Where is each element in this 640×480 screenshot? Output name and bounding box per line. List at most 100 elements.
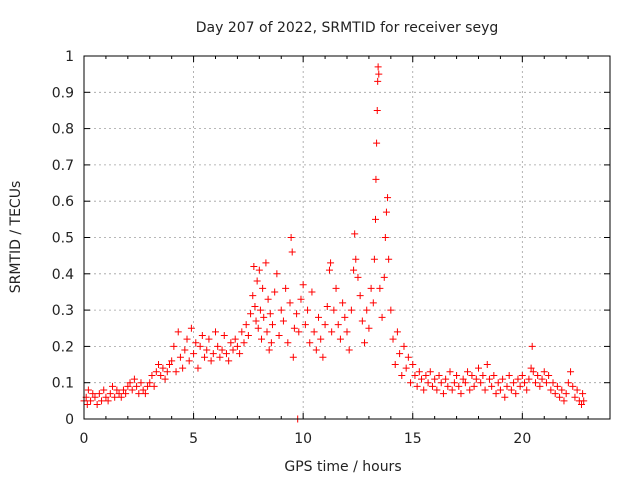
data-point [407,379,415,387]
data-point [252,317,260,325]
data-point [475,364,482,372]
data-point [540,368,548,376]
data-point [453,371,461,379]
data-point [470,382,478,390]
data-point [277,306,285,314]
data-point [374,63,382,71]
data-point [549,379,557,387]
data-point [376,284,384,292]
data-point [231,335,239,343]
data-point [218,346,226,354]
data-point [466,386,474,394]
data-point [483,361,491,369]
data-point [516,382,524,390]
data-point [137,379,145,387]
data-point [256,306,264,314]
data-point [323,302,331,310]
data-point [347,306,355,314]
data-point [253,277,261,285]
data-point [161,375,169,383]
data-point [244,332,252,340]
data-point [98,397,106,405]
data-point [321,321,329,329]
data-point [384,194,392,202]
data-point [492,390,500,398]
data-point [250,263,258,271]
data-point [538,375,546,383]
data-point [284,339,292,347]
data-point [426,368,434,376]
data-point [258,335,266,343]
data-point [404,353,412,361]
data-point [260,313,268,321]
data-point [133,382,141,390]
data-point [380,273,388,281]
y-tick-label: 0.9 [52,85,74,101]
data-point [192,339,200,347]
data-point [529,368,537,376]
data-point [214,342,222,350]
data-point [450,379,458,387]
data-point [259,284,267,292]
data-point [157,371,165,379]
data-point [422,371,430,379]
data-point [319,353,327,361]
data-point [499,375,507,383]
data-point [286,299,294,307]
data-point [370,255,378,263]
data-point [534,371,542,379]
data-point [267,339,275,347]
data-point [198,332,206,340]
data-point [428,382,436,390]
data-point [547,386,555,394]
data-point [354,273,362,281]
data-point [413,382,421,390]
data-point [479,371,487,379]
data-point [152,368,160,376]
data-point [299,281,307,289]
data-point [100,386,108,394]
data-point [146,379,154,387]
data-point [402,364,410,372]
data-point [222,350,230,358]
data-point [163,368,171,376]
data-point [236,350,244,358]
data-point [330,306,338,314]
data-point [518,371,526,379]
x-tick-label: 15 [404,431,422,447]
data-point [424,379,432,387]
data-point [381,234,389,241]
data-point [328,328,336,336]
data-point [573,386,581,394]
data-point [442,375,450,383]
data-point [106,390,114,398]
data-point [168,357,176,365]
data-point [273,270,281,278]
data-point [102,393,110,401]
data-point [501,393,509,401]
data-point [560,397,568,405]
data-point [507,386,515,394]
data-point [119,386,127,394]
data-point [332,284,340,292]
data-point [130,375,138,383]
data-point [275,332,283,340]
data-point [571,393,579,401]
data-point [352,255,360,263]
data-point [477,379,485,387]
data-point [181,346,189,354]
data-point [282,284,290,292]
data-point [439,390,447,398]
data-point [126,379,134,387]
data-point [371,215,379,223]
data-point [525,375,533,383]
data-point [385,255,393,263]
data-point [289,353,297,361]
x-tick-label: 20 [513,431,531,447]
data-point [490,371,498,379]
x-tick-labels: 0 5 10 15 20 [80,431,532,447]
data-point [485,375,493,383]
data-point [345,346,353,354]
data-point [415,368,423,376]
data-point [227,339,235,347]
